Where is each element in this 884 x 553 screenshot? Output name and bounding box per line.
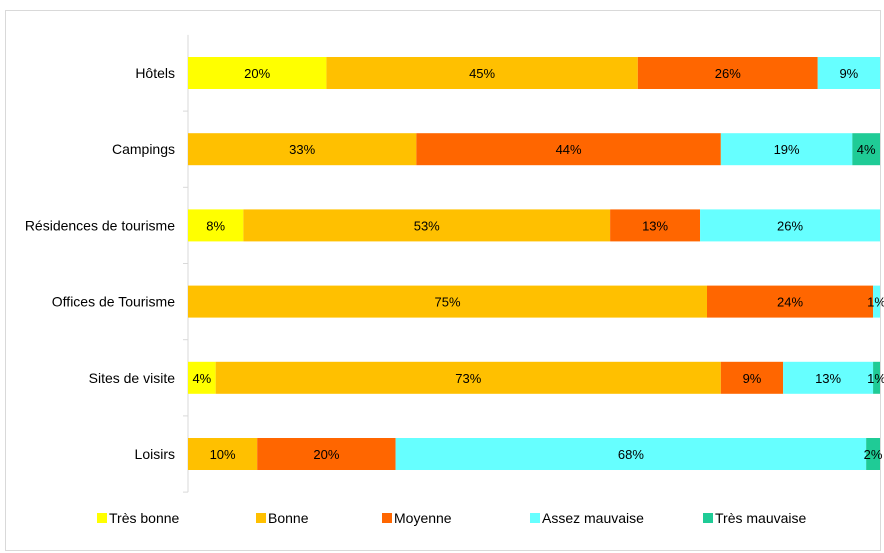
data-label: 26% (777, 218, 803, 233)
data-label: 33% (289, 142, 315, 157)
bar-segment (610, 209, 701, 242)
bar-segment (188, 57, 327, 89)
category-label: Campings (112, 141, 175, 157)
legend-label: Très bonne (109, 510, 180, 526)
bar-segment (188, 438, 258, 470)
bar-segment (243, 209, 611, 242)
data-label: 20% (244, 66, 270, 81)
data-label: 24% (777, 295, 803, 310)
legend-label: Assez mauvaise (542, 510, 644, 526)
legend-swatch (256, 513, 266, 523)
bar-segment (873, 361, 880, 394)
data-label: 8% (206, 218, 225, 233)
bar-segment (852, 133, 880, 166)
data-label: 68% (618, 447, 644, 462)
legend-swatch (530, 513, 540, 523)
bar-segment (866, 438, 880, 470)
bar-segment (395, 438, 867, 470)
data-label: 44% (556, 142, 582, 157)
bar-segment (326, 57, 638, 89)
legend-label: Moyenne (394, 510, 452, 526)
data-label: 26% (715, 66, 741, 81)
category-label: Hôtels (135, 65, 175, 81)
bar-segment (257, 438, 396, 470)
bar-segment (215, 361, 721, 394)
bar-segment (188, 285, 707, 318)
bar-segment (188, 133, 417, 166)
category-label: Résidences de tourisme (25, 217, 175, 233)
bar-segment (873, 285, 880, 318)
legend-swatch (703, 513, 713, 523)
data-label: 45% (469, 66, 495, 81)
bar-segment (707, 285, 874, 318)
data-label: 75% (434, 295, 460, 310)
legend-swatch (382, 513, 392, 523)
data-label: 13% (815, 371, 841, 386)
data-label: 20% (313, 447, 339, 462)
data-label: 73% (455, 371, 481, 386)
data-label: 4% (192, 371, 211, 386)
bar-segment (188, 361, 216, 394)
bar-segment (720, 133, 853, 166)
data-label: 10% (210, 447, 236, 462)
legend-swatch (97, 513, 107, 523)
bar-segment (817, 57, 880, 89)
data-label: 9% (839, 66, 858, 81)
data-label: 9% (743, 371, 762, 386)
bar-segment (188, 209, 244, 242)
bar-segment (637, 57, 818, 89)
bar-segment (416, 133, 721, 166)
bar-segment (700, 209, 880, 242)
data-label: 13% (642, 218, 668, 233)
category-label: Sites de visite (89, 370, 176, 386)
data-label: 2% (864, 447, 883, 462)
data-label: 1% (867, 371, 884, 386)
bar-segment (783, 361, 874, 394)
data-label: 4% (857, 142, 876, 157)
data-label: 1% (867, 295, 884, 310)
data-label: 53% (414, 218, 440, 233)
data-label: 19% (774, 142, 800, 157)
category-label: Offices de Tourisme (52, 294, 175, 310)
legend-label: Bonne (268, 510, 309, 526)
legend-label: Très mauvaise (715, 510, 807, 526)
category-label: Loisirs (135, 446, 175, 462)
bar-segment (720, 361, 784, 394)
